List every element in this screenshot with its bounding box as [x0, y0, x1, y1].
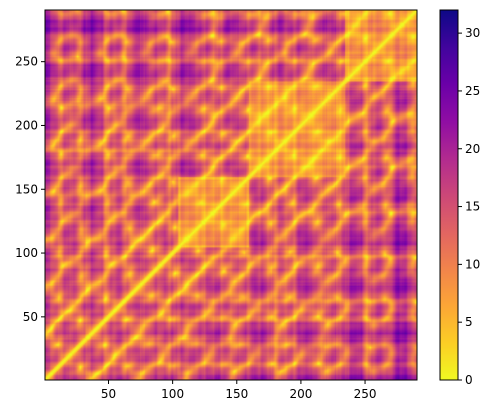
- colorbar-tick-label: 25: [465, 84, 480, 98]
- x-tick-label: 100: [161, 387, 184, 401]
- y-tick-label: 250: [15, 55, 38, 69]
- x-tick-label: 150: [225, 387, 248, 401]
- colorbar-tick-label: 15: [465, 200, 480, 214]
- y-tick-label: 50: [23, 310, 38, 324]
- colorbar-ticks: 0 5 10 15 20 25 30: [458, 26, 480, 387]
- x-axis: 50 100 150 200 250: [101, 380, 377, 401]
- colorbar-tick-label: 5: [465, 315, 473, 329]
- y-axis: 50 100 150 200 250: [15, 55, 45, 324]
- x-tick-label: 200: [289, 387, 312, 401]
- heatmap-image: [45, 10, 417, 380]
- colorbar: 0 5 10 15 20 25 30: [439, 9, 480, 387]
- colorbar-tick-label: 20: [465, 142, 480, 156]
- colorbar-tick-label: 0: [465, 373, 473, 387]
- heatmap-plot: [44, 9, 418, 381]
- colorbar-frame: [439, 9, 459, 381]
- colorbar-tick-label: 30: [465, 26, 480, 40]
- colorbar-tick-label: 10: [465, 257, 480, 271]
- x-tick-label: 250: [354, 387, 377, 401]
- y-tick-label: 200: [15, 118, 38, 132]
- y-tick-label: 150: [15, 182, 38, 196]
- colorbar-gradient: [440, 10, 458, 380]
- y-tick-label: 100: [15, 246, 38, 260]
- x-tick-label: 50: [101, 387, 116, 401]
- plot-frame: [44, 9, 418, 381]
